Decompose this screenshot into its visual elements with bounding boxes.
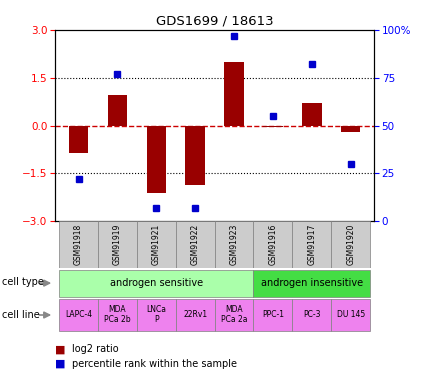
Text: LAPC-4: LAPC-4 <box>65 310 92 319</box>
Text: GSM91917: GSM91917 <box>307 224 316 266</box>
Bar <box>292 299 331 331</box>
Text: androgen sensitive: androgen sensitive <box>110 278 203 288</box>
Bar <box>341 126 360 132</box>
Text: MDA
PCa 2a: MDA PCa 2a <box>221 304 247 324</box>
Bar <box>137 299 176 331</box>
Title: GDS1699 / 18613: GDS1699 / 18613 <box>156 15 273 27</box>
Bar <box>98 299 137 331</box>
Bar <box>147 126 166 193</box>
Text: GSM91920: GSM91920 <box>346 224 355 266</box>
Bar <box>253 299 292 331</box>
Bar <box>59 221 98 268</box>
Bar <box>224 62 244 126</box>
Text: MDA
PCa 2b: MDA PCa 2b <box>104 304 131 324</box>
Text: GSM91919: GSM91919 <box>113 224 122 266</box>
Text: percentile rank within the sample: percentile rank within the sample <box>72 359 237 369</box>
Bar <box>176 221 215 268</box>
Bar <box>253 270 370 297</box>
Text: DU 145: DU 145 <box>337 310 365 319</box>
Text: androgen insensitive: androgen insensitive <box>261 278 363 288</box>
Text: cell type: cell type <box>2 277 44 287</box>
Text: ■: ■ <box>55 359 66 369</box>
Bar <box>137 221 176 268</box>
Text: LNCa
P: LNCa P <box>146 304 166 324</box>
Text: log2 ratio: log2 ratio <box>72 345 119 354</box>
Text: GSM91923: GSM91923 <box>230 224 238 266</box>
Text: GSM91916: GSM91916 <box>269 224 278 266</box>
Bar <box>98 221 137 268</box>
Text: 22Rv1: 22Rv1 <box>183 310 207 319</box>
Text: GSM91921: GSM91921 <box>152 224 161 266</box>
Bar <box>302 104 322 126</box>
Text: ■: ■ <box>55 345 66 354</box>
Text: PC-3: PC-3 <box>303 310 320 319</box>
Bar <box>59 299 98 331</box>
Bar <box>292 221 331 268</box>
Bar <box>331 221 370 268</box>
Bar <box>263 126 283 127</box>
Bar <box>69 126 88 153</box>
Text: cell line: cell line <box>2 310 40 320</box>
Bar <box>59 270 253 297</box>
Bar <box>215 221 253 268</box>
Bar <box>176 299 215 331</box>
Text: PPC-1: PPC-1 <box>262 310 284 319</box>
Text: GSM91922: GSM91922 <box>191 224 200 266</box>
Bar <box>253 221 292 268</box>
Bar <box>215 299 253 331</box>
Bar <box>331 299 370 331</box>
Bar <box>108 95 127 126</box>
Text: GSM91918: GSM91918 <box>74 224 83 266</box>
Bar <box>185 126 205 184</box>
